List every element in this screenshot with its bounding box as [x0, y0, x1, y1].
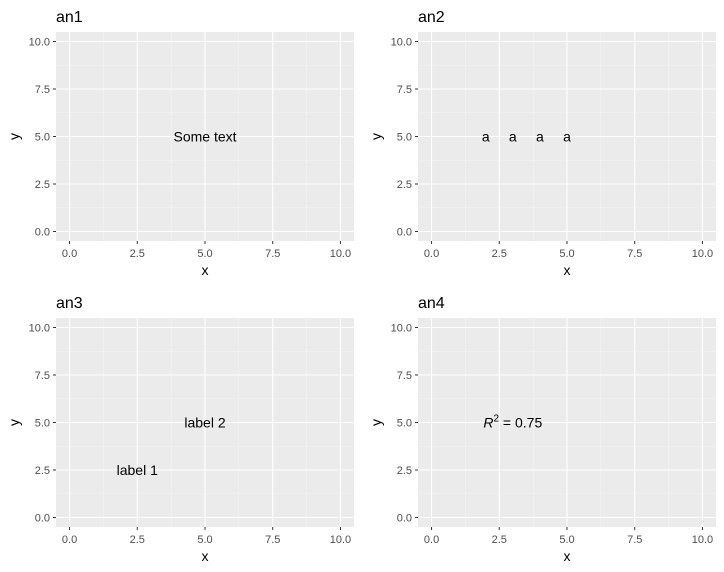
y-tick-label: 7.5: [35, 370, 50, 382]
panel-title: an4: [418, 295, 445, 312]
y-tick-label: 10.0: [391, 37, 412, 49]
y-tick-label: 0.0: [397, 227, 412, 239]
x-tick-label: 0.0: [424, 534, 439, 546]
y-tick-label: 7.5: [35, 84, 50, 96]
x-tick-label: 10.0: [330, 248, 351, 260]
panel-title: an2: [418, 9, 445, 26]
annotation-text: a: [536, 129, 544, 145]
y-axis-label: y: [6, 419, 22, 426]
chart-panel-1: 0.0 2.5 5.0 7.5 10.0 0.0 2.5 5.0 7.5 10.0 an1 x y Som…: [6, 9, 354, 278]
x-tick-label: 2.5: [130, 534, 145, 546]
y-axis-label: y: [368, 133, 384, 140]
annotation-text: a: [482, 129, 490, 145]
y-tick-label: 0.0: [35, 227, 50, 239]
x-axis-label: x: [564, 262, 571, 278]
x-tick-label: 5.0: [197, 534, 212, 546]
x-axis-label: x: [202, 548, 209, 564]
chart-panel-2: 0.0 2.5 5.0 7.5 10.0 0.0 2.5 5.0 7.5 10.0 an2 x y a a a…: [368, 9, 716, 278]
annotation-text: a: [509, 129, 517, 145]
x-tick-label: 10.0: [692, 534, 713, 546]
x-tick-label: 5.0: [197, 248, 212, 260]
y-tick-label: 2.5: [397, 179, 412, 191]
x-tick-label: 0.0: [62, 534, 77, 546]
x-tick-label: 7.5: [265, 248, 280, 260]
y-axis-label: y: [6, 133, 22, 140]
x-tick-label: 10.0: [692, 248, 713, 260]
annotation-text: Some text: [173, 129, 236, 145]
y-tick-label: 5.0: [397, 132, 412, 144]
y-tick-label: 0.0: [397, 513, 412, 525]
y-tick-label: 10.0: [29, 37, 50, 49]
x-tick-label: 2.5: [130, 248, 145, 260]
x-tick-label: 2.5: [492, 534, 507, 546]
y-tick-label: 10.0: [391, 323, 412, 335]
x-tick-label: 0.0: [62, 248, 77, 260]
x-tick-label: 5.0: [559, 534, 574, 546]
x-axis-label: x: [202, 262, 209, 278]
y-tick-label: 5.0: [35, 132, 50, 144]
x-axis-label: x: [564, 548, 571, 564]
y-tick-label: 7.5: [397, 370, 412, 382]
y-tick-label: 5.0: [397, 418, 412, 430]
panel-title: an3: [56, 295, 83, 312]
annotation-text: R2 = 0.75: [483, 414, 542, 431]
y-tick-label: 7.5: [397, 84, 412, 96]
x-tick-label: 7.5: [627, 534, 642, 546]
chart-panel-4: 0.0 2.5 5.0 7.5 10.0 0.0 2.5 5.0 7.5 10.0 an4 x y R2 …: [368, 295, 716, 564]
y-tick-label: 2.5: [35, 179, 50, 191]
y-tick-label: 0.0: [35, 513, 50, 525]
x-tick-label: 2.5: [492, 248, 507, 260]
panel-title: an1: [56, 9, 83, 26]
x-tick-label: 10.0: [330, 534, 351, 546]
y-tick-label: 5.0: [35, 418, 50, 430]
y-tick-label: 10.0: [29, 323, 50, 335]
x-tick-label: 5.0: [559, 248, 574, 260]
y-tick-label: 2.5: [397, 465, 412, 477]
x-tick-label: 0.0: [424, 248, 439, 260]
x-tick-label: 7.5: [265, 534, 280, 546]
annotation-text: label 1: [117, 462, 158, 478]
y-axis-label: y: [368, 419, 384, 426]
y-tick-label: 2.5: [35, 465, 50, 477]
x-tick-label: 7.5: [627, 248, 642, 260]
chart-panel-3: 0.0 2.5 5.0 7.5 10.0 0.0 2.5 5.0 7.5 10.0 an3 x y lab…: [6, 295, 354, 564]
annotation-text: label 2: [184, 415, 225, 431]
annotation-text: a: [563, 129, 571, 145]
